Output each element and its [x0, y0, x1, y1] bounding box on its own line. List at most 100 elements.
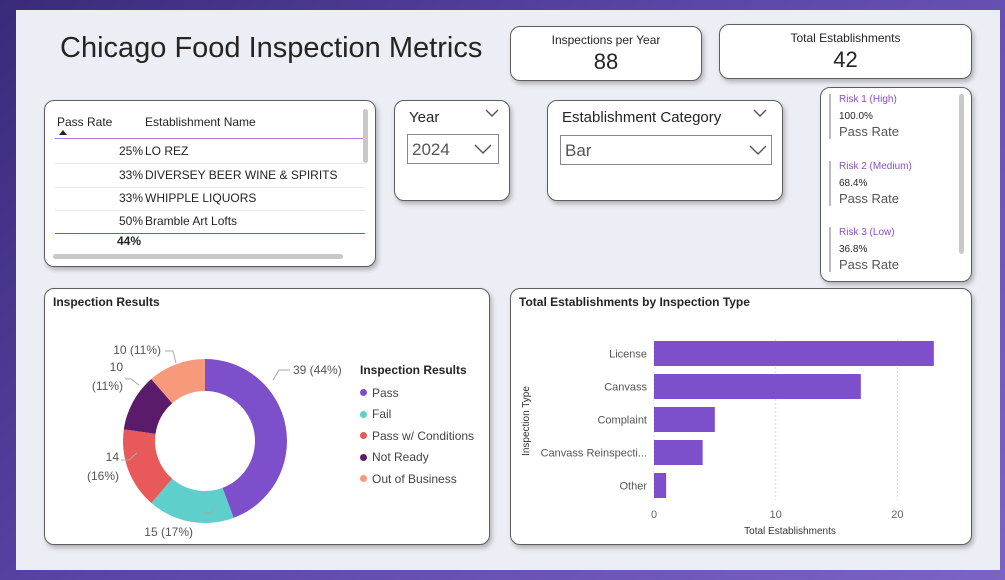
bar[interactable] [654, 341, 934, 366]
legend-item[interactable]: Pass [360, 382, 474, 404]
pass-rate-cell: 50% [118, 214, 143, 228]
risk-value: 68.4% [839, 178, 868, 189]
risk-sublabel: Pass Rate [839, 191, 899, 206]
risk-label: Risk 2 (Medium) [839, 161, 912, 172]
legend-item[interactable]: Fail [360, 404, 474, 426]
inspection-results-donut-card[interactable]: Inspection Results 39 (44%) 15 (17%) 14 … [44, 288, 490, 545]
y-tick-label: License [609, 349, 647, 361]
risk-item-high: Risk 1 (High) 100.0% Pass Rate [829, 94, 899, 139]
legend-item[interactable]: Not Ready [360, 447, 474, 469]
chevron-down-icon[interactable] [753, 107, 767, 121]
donut-slice-pass-conditions[interactable] [122, 429, 173, 503]
bar-chart[interactable]: 0 10 20 License Canvass Complaint Canvass Rein… [511, 309, 971, 545]
establishment-name-cell: LO REZ [145, 144, 189, 158]
risk-item-low: Risk 3 (Low) 36.8% Pass Rate [829, 227, 899, 272]
data-label-out-of-business: 10 (11%) [113, 343, 161, 357]
category-selected-value: Bar [565, 141, 592, 160]
donut-slice-fail[interactable] [151, 478, 234, 523]
leader-line [203, 505, 216, 514]
donut-slice-not-ready[interactable] [123, 379, 173, 434]
pass-rate-cell: 33% [118, 168, 143, 182]
horizontal-scrollbar[interactable] [53, 254, 343, 259]
donut-chart[interactable]: 39 (44%) 15 (17%) 14 (16%) 10 (11%) 10 (… [45, 309, 375, 539]
year-slicer[interactable]: Year 2024 [394, 100, 510, 201]
year-dropdown[interactable]: 2024 [407, 134, 499, 164]
bar[interactable] [654, 473, 667, 498]
legend-marker [360, 432, 367, 440]
legend-title: Inspection Results [360, 363, 467, 377]
table-row[interactable]: 33% DIVERSEY BEER WINE & SPIRITS [55, 164, 365, 188]
pass-rate-table[interactable]: Pass Rate Establishment Name 25% LO REZ … [44, 100, 376, 267]
y-tick-label: Canvass [604, 382, 647, 394]
legend-item[interactable]: Pass w/ Conditions [360, 425, 474, 447]
donut-legend: Inspection Results Pass Fail Pass w/ Condi… [360, 363, 474, 490]
risk-label: Risk 1 (High) [839, 94, 897, 105]
kpi-label: Inspections per Year [551, 33, 661, 47]
risk-sublabel: Pass Rate [839, 257, 899, 272]
data-label-fail: 15 (17%) [144, 525, 193, 539]
leader-line [165, 350, 177, 364]
sort-ascending-icon[interactable] [59, 130, 67, 135]
x-tick-label: 10 [770, 509, 782, 521]
establishment-name-cell: Bramble Art Lofts [145, 214, 238, 228]
table-row[interactable]: 50% Bramble Art Lofts [55, 210, 365, 234]
x-tick-label: 20 [891, 509, 903, 521]
legend-label: Pass w/ Conditions [372, 428, 475, 443]
leader-line [272, 369, 290, 381]
legend-marker [360, 453, 367, 461]
legend-label: Pass [372, 385, 399, 400]
column-header-establishment-name[interactable]: Establishment Name [145, 115, 256, 129]
chevron-down-icon[interactable] [485, 107, 499, 121]
leader-line [125, 378, 140, 386]
donut-slice-pass[interactable] [205, 359, 287, 518]
table-total: 44% [116, 234, 141, 248]
year-selected-value: 2024 [412, 140, 450, 159]
kpi-card-inspections-per-year[interactable]: Inspections per Year 88 [510, 26, 702, 81]
page-title: Chicago Food Inspection Metrics [60, 32, 483, 64]
header-divider [55, 138, 363, 139]
donut-chart-title: Inspection Results [53, 295, 160, 309]
y-tick-label: Canvass Reinspecti... [541, 448, 647, 460]
establishment-name-cell: WHIPPLE LIQUORS [145, 191, 257, 205]
kpi-value: 42 [833, 47, 858, 72]
chevron-down-icon [749, 145, 767, 155]
x-tick-label: 0 [651, 509, 657, 521]
table-row[interactable]: 33% WHIPPLE LIQUORS [55, 187, 365, 211]
bar[interactable] [654, 440, 703, 465]
legend-marker [360, 410, 367, 418]
category-dropdown[interactable]: Bar [560, 135, 772, 165]
category-slicer-title: Establishment Category [562, 109, 722, 126]
y-tick-label: Other [619, 481, 647, 493]
table-row[interactable]: 25% LO REZ [55, 140, 365, 164]
kpi-card-total-establishments[interactable]: Total Establishments 42 [719, 24, 972, 79]
data-label-pass-conditions-pct: (16%) [87, 469, 119, 483]
vertical-scrollbar[interactable] [363, 109, 368, 163]
legend-label: Fail [372, 407, 392, 422]
vertical-scrollbar[interactable] [959, 94, 964, 254]
kpi-value: 88 [593, 49, 619, 74]
data-label-pass: 39 (44%) [293, 363, 342, 377]
data-label-not-ready-pct: (11%) [92, 379, 123, 393]
leader-line [121, 452, 138, 461]
y-tick-label: Complaint [597, 415, 647, 427]
pass-rate-cell: 33% [118, 191, 143, 205]
risk-value: 100.0% [839, 111, 873, 122]
donut-slice-out-of-business[interactable] [151, 359, 205, 404]
bar[interactable] [654, 407, 715, 432]
establishment-category-slicer[interactable]: Establishment Category Bar [547, 100, 783, 201]
x-axis-title: Total Establishments [744, 526, 836, 537]
legend-item[interactable]: Out of Business [360, 468, 474, 490]
risk-pass-rate-card[interactable]: Risk 1 (High) 100.0% Pass Rate Risk 2 (M… [820, 87, 972, 282]
legend-label: Not Ready [372, 450, 429, 465]
inspection-type-bar-card[interactable]: Total Establishments by Inspection Type … [510, 288, 972, 545]
data-label-not-ready: 10 [110, 360, 124, 374]
data-label-pass-conditions: 14 [106, 450, 120, 464]
chevron-down-icon [474, 144, 492, 154]
risk-value: 36.8% [839, 244, 868, 255]
column-header-pass-rate[interactable]: Pass Rate [57, 115, 113, 129]
y-axis-title: Inspection Type [521, 386, 532, 456]
risk-label: Risk 3 (Low) [839, 227, 895, 238]
legend-marker [360, 389, 367, 397]
report-canvas: Chicago Food Inspection Metrics Inspecti… [16, 10, 1000, 570]
bar[interactable] [654, 374, 861, 399]
